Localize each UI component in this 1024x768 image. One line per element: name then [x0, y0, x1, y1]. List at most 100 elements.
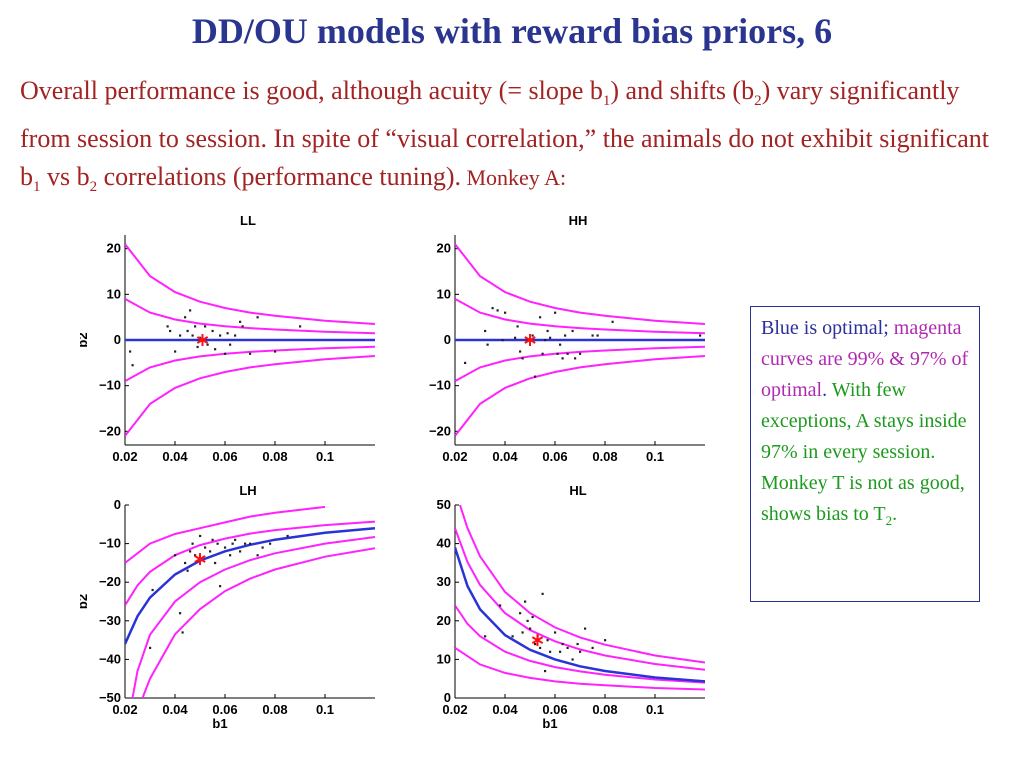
x-tick-label-ll: 0.08	[262, 449, 287, 464]
chart-hh: 0.02 0.04 0.06 0.08 0.1 20 10 0 −10 −20 HH	[429, 213, 705, 464]
y-axis-label-ll: b2	[80, 332, 90, 347]
data-point-hh	[559, 343, 562, 346]
mean-marker-stroke-hh	[524, 336, 536, 344]
data-point-ll	[224, 352, 227, 355]
x-tick-label-hh: 0.02	[442, 449, 467, 464]
optimal-curve-hl	[455, 547, 705, 683]
data-point-lh	[239, 550, 242, 553]
legend-note-box: Blue is optimal; magenta curves are 99% …	[750, 306, 980, 602]
x-tick-label-ll: 0.1	[316, 449, 334, 464]
data-point-hl	[584, 627, 587, 630]
data-point-hl	[554, 631, 557, 634]
note-magenta-text: magenta curves are 99% & 97% of optimal	[761, 317, 969, 401]
bound-curve-ll	[125, 345, 375, 382]
note-period: .	[822, 379, 828, 401]
curves-lh	[125, 505, 375, 698]
intro-sub-2: 2	[754, 93, 762, 110]
data-point-ll	[229, 343, 232, 346]
data-point-lh	[184, 561, 187, 565]
data-point-hl	[544, 669, 547, 673]
data-point-hh	[611, 320, 614, 323]
intro-paragraph: Overall performance is good, although ac…	[20, 72, 1010, 206]
y-axis-label-lh: b2	[80, 594, 90, 609]
data-point-lh	[194, 554, 197, 557]
data-point-lh	[186, 569, 189, 572]
data-point-lh	[179, 612, 182, 615]
data-point-hl	[511, 635, 514, 638]
y-tick-label-lh: −20	[99, 574, 121, 589]
data-point-lh	[181, 631, 184, 634]
bound-curve-ll	[125, 355, 375, 437]
data-point-ll	[211, 329, 214, 333]
data-point-lh	[244, 542, 247, 545]
intro-text-2: ) and shifts (b	[610, 76, 755, 105]
y-tick-label-lh: −50	[99, 690, 121, 705]
data-point-hh	[484, 329, 487, 333]
intro-text-5: correlations (performance tuning).	[97, 162, 461, 192]
slide-title: DD/OU models with reward bias priors, 6	[191, 11, 833, 51]
bound-curve-lh	[125, 520, 375, 606]
y-tick-label-hh: −20	[429, 423, 451, 438]
chart-ll: 0.02 0.04 0.06 0.08 0.1 20 10 0 −10 −20 LL b2	[80, 213, 375, 464]
data-point-ll	[256, 316, 259, 319]
data-point-ll	[249, 352, 252, 355]
curves-hh	[455, 243, 705, 437]
y-tick-label-hl: 30	[437, 574, 451, 589]
data-point-ll	[131, 364, 134, 367]
data-point-ll	[186, 329, 189, 333]
y-tick-label-ll: −20	[99, 423, 121, 438]
data-point-hh	[699, 334, 702, 337]
optimal-curve-lh	[125, 526, 375, 645]
intro-text-4: vs b	[40, 162, 90, 192]
note-green-text: With few exceptions, A stays inside 97% …	[761, 379, 967, 525]
x-tick-label-lh: 0.08	[262, 702, 287, 717]
data-point-ll	[169, 329, 172, 333]
data-point-ll	[299, 325, 302, 328]
data-point-lh	[261, 546, 264, 549]
bound-curve-ll	[125, 298, 375, 335]
data-point-hh	[574, 357, 577, 360]
data-point-hl	[561, 642, 564, 646]
x-tick-label-ll: 0.04	[162, 449, 188, 464]
chart-panel-grid: 0.02 0.04 0.06 0.08 0.1 20 10 0 −10 −20 LL b2 0.02 0.…	[80, 205, 720, 765]
intro-sub-1: 1	[602, 93, 611, 110]
data-point-hh	[566, 352, 569, 355]
chart-title-ll: LL	[240, 213, 256, 228]
data-point-ll	[206, 343, 209, 346]
y-tick-label-hl: 20	[437, 613, 451, 628]
bound-curve-hh	[455, 298, 705, 335]
data-point-hh	[496, 309, 499, 312]
data-point-lh	[211, 538, 214, 541]
x-tick-label-hl: 0.08	[592, 702, 617, 717]
data-point-hh	[519, 350, 522, 353]
y-tick-label-lh: −40	[99, 651, 121, 666]
data-point-lh	[269, 542, 272, 545]
y-tick-label-lh: −30	[99, 613, 121, 628]
x-axis-label-hl: b1	[542, 716, 557, 731]
data-point-lh	[214, 561, 217, 565]
x-tick-label-lh: 0.06	[212, 702, 237, 717]
x-tick-label-lh: 0.1	[316, 702, 334, 717]
y-tick-label-ll: 0	[114, 332, 121, 347]
data-point-hl	[519, 612, 522, 615]
y-tick-label-ll: 20	[107, 241, 121, 256]
data-point-hh	[596, 334, 599, 337]
data-point-ll	[184, 316, 187, 319]
mean-marker-stroke-lh	[194, 555, 206, 563]
data-point-ll	[166, 325, 169, 328]
x-tick-label-hl: 0.1	[646, 702, 664, 717]
data-point-hh	[539, 316, 542, 319]
y-tick-label-ll: 10	[107, 286, 121, 301]
data-point-hh	[491, 307, 494, 310]
curves-hl	[455, 505, 705, 691]
data-point-hh	[516, 325, 519, 328]
y-tick-label-lh: −10	[99, 536, 121, 551]
data-point-hh	[549, 336, 552, 339]
data-point-lh	[209, 550, 212, 553]
data-point-lh	[219, 585, 222, 588]
intro-sub-3: 1	[33, 179, 41, 196]
data-point-ll	[274, 350, 277, 353]
x-tick-label-hl: 0.04	[492, 702, 518, 717]
y-tick-label-ll: −10	[99, 378, 121, 393]
data-point-hh	[546, 329, 549, 333]
